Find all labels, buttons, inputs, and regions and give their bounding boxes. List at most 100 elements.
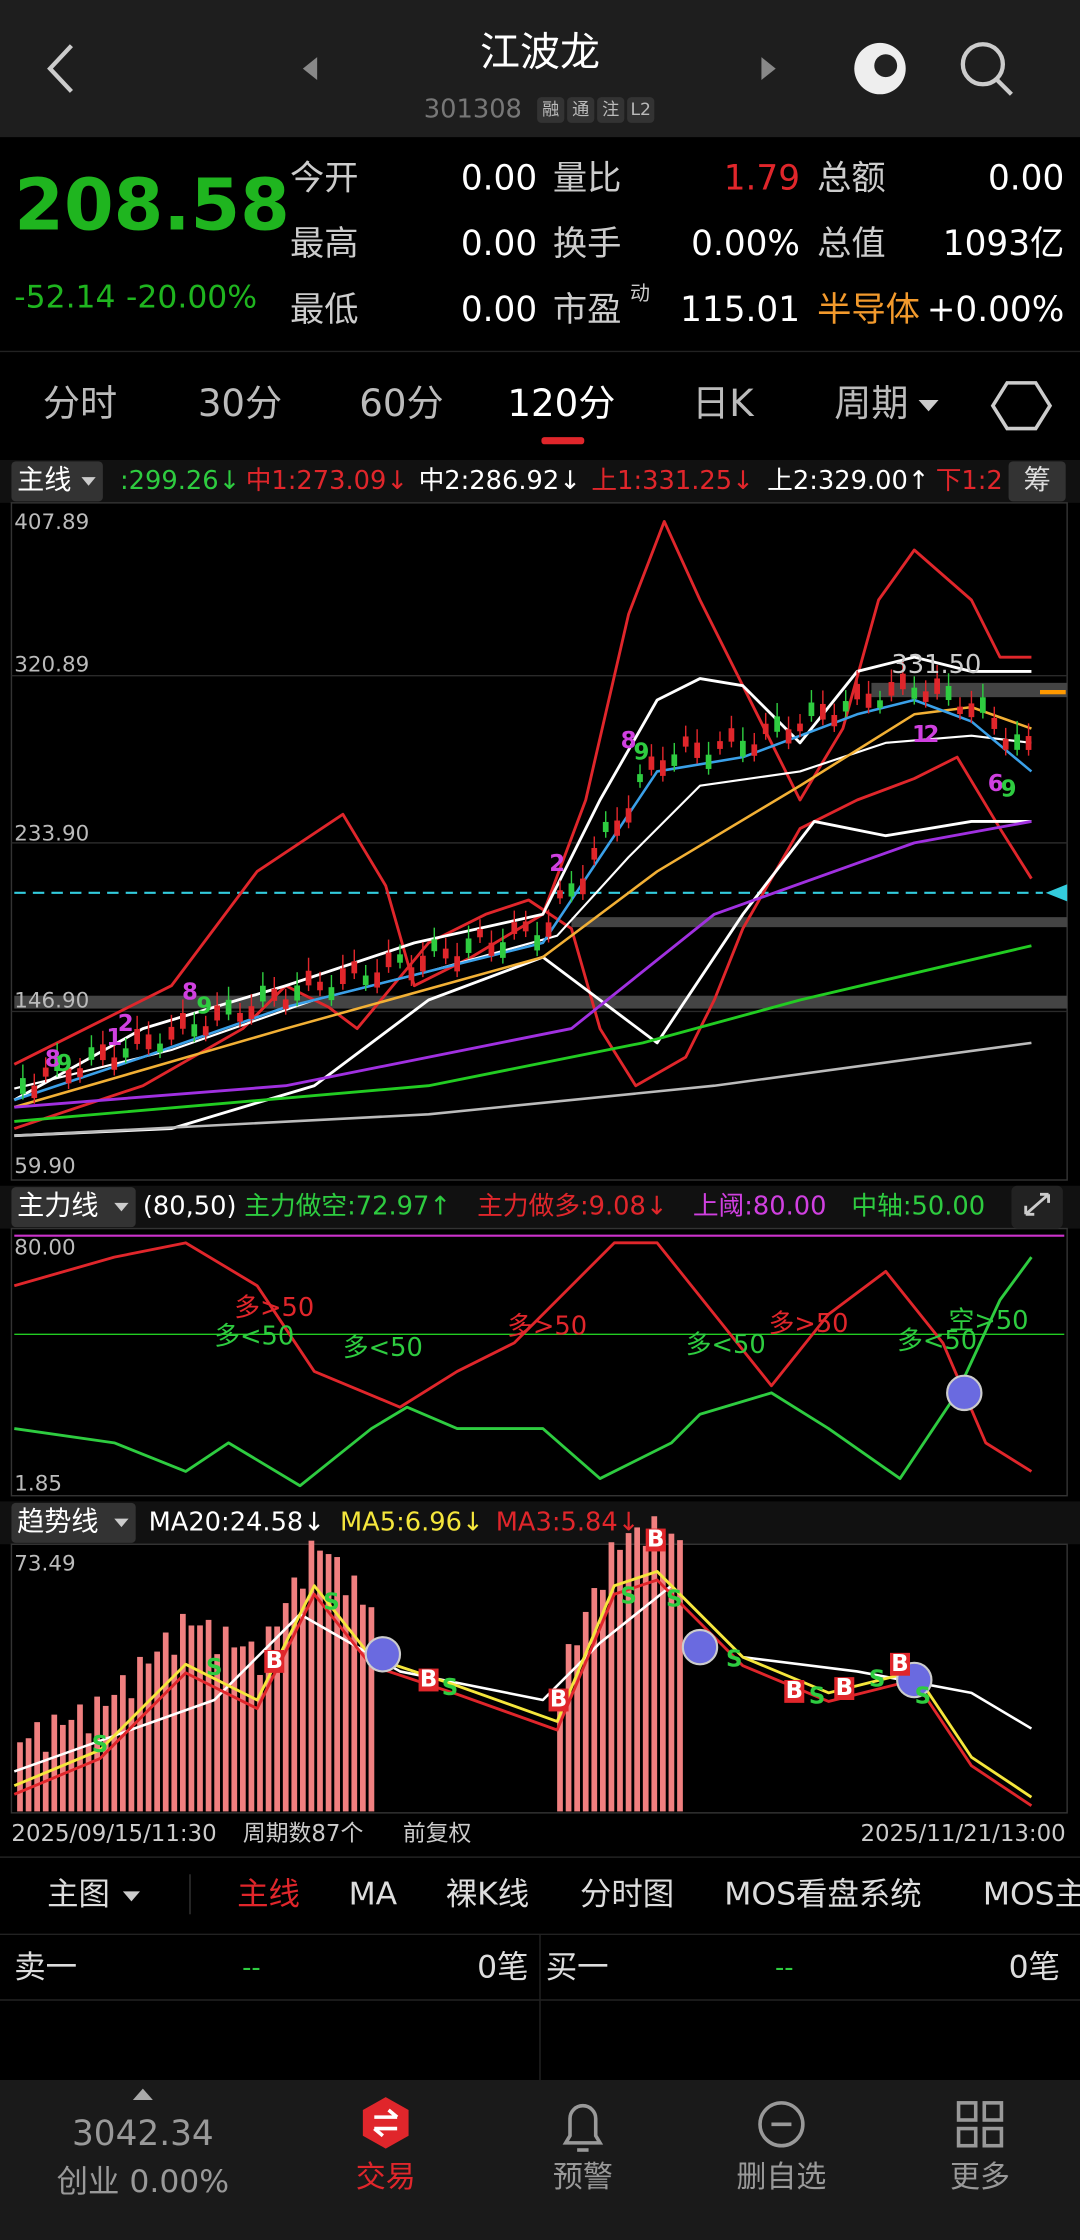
- badge-text: 注: [602, 100, 619, 120]
- volume-bar: [282, 1603, 289, 1812]
- signal-marker: 6: [988, 771, 1004, 797]
- candle: [202, 1026, 209, 1036]
- order-count: 0笔: [1009, 1950, 1060, 1986]
- settings-icon[interactable]: [990, 381, 1053, 431]
- tab[interactable]: 120分: [507, 382, 615, 425]
- next-stock[interactable]: [761, 57, 776, 80]
- alert-icon[interactable]: [562, 2103, 604, 2152]
- volume-bar: [205, 1619, 212, 1812]
- signal-marker: S: [726, 1646, 742, 1672]
- tab[interactable]: 60分: [359, 382, 443, 425]
- tab[interactable]: 周期: [834, 382, 908, 425]
- volume-bar: [582, 1611, 589, 1812]
- buy-badge: [418, 1668, 439, 1692]
- menu-item[interactable]: 主线: [237, 1877, 300, 1913]
- candle: [134, 1029, 140, 1044]
- candle: [42, 1067, 49, 1077]
- candle: [614, 820, 620, 836]
- indicator-bar: [0, 1501, 1080, 1545]
- signal-marker: S: [809, 1684, 825, 1710]
- chart-annotation: 多>50: [507, 1312, 587, 1342]
- ma-line: [14, 820, 1032, 1109]
- candle: [877, 700, 883, 708]
- candle: [157, 1043, 163, 1053]
- ma-line: [14, 944, 1032, 1123]
- candle: [854, 683, 860, 700]
- menu-item[interactable]: MOS看盘系统: [724, 1877, 921, 1913]
- selector[interactable]: [11, 1187, 136, 1228]
- prev-stock[interactable]: [302, 57, 318, 80]
- candle: [602, 821, 609, 833]
- volume-bar: [291, 1577, 298, 1812]
- selector[interactable]: [11, 461, 103, 502]
- field-label: 最高: [290, 224, 359, 264]
- candle: [351, 961, 358, 974]
- volume-bar: [68, 1719, 75, 1812]
- chip-button[interactable]: [1008, 461, 1066, 502]
- candle: [1002, 738, 1009, 750]
- main-chart-frame: [10, 502, 1068, 1181]
- signal-marker: 9: [1001, 777, 1017, 803]
- field-value: 1.79: [724, 159, 800, 199]
- field-label: 换手: [553, 224, 622, 264]
- nav-item[interactable]: 交易: [356, 2160, 416, 2195]
- candle: [397, 954, 403, 963]
- signal-marker: B: [836, 1675, 853, 1701]
- menu-item[interactable]: 分时图: [580, 1877, 674, 1913]
- expand-icon[interactable]: [1011, 1185, 1063, 1229]
- mid-line: [14, 734, 1032, 1090]
- candle: [260, 985, 266, 1002]
- volume-bar: [677, 1540, 683, 1812]
- nav-item[interactable]: 更多: [950, 2160, 1010, 2195]
- tab[interactable]: 日K: [692, 382, 755, 425]
- candle: [20, 1078, 26, 1094]
- field-label: 总值: [817, 224, 886, 264]
- back-button[interactable]: [47, 44, 73, 93]
- candle: [420, 955, 426, 972]
- trend-chart-frame: [10, 1543, 1068, 1814]
- chart-annotation: 多<50: [897, 1326, 977, 1356]
- menu-item[interactable]: MOS主: [983, 1877, 1080, 1913]
- volume-bar: [360, 1604, 366, 1812]
- nav-item[interactable]: 删自选: [736, 2160, 826, 2195]
- buy-badge: [784, 1680, 805, 1703]
- signal-marker: 9: [196, 994, 212, 1020]
- last-price: 208.58: [14, 164, 290, 247]
- candle: [237, 1012, 243, 1022]
- volume-bar: [111, 1694, 118, 1812]
- chart-decoration: [13, 520, 1033, 1812]
- menu-item[interactable]: 主图: [47, 1877, 110, 1913]
- indicator-value: 上1:331.25↓: [591, 466, 753, 496]
- candle: [888, 682, 895, 696]
- tab[interactable]: 30分: [198, 382, 282, 425]
- indicator-value: MA3:5.84↓: [496, 1507, 640, 1537]
- field-label: 市盈: [553, 290, 622, 330]
- candle: [625, 808, 632, 823]
- y-axis-label: 80.00: [14, 1236, 75, 1261]
- selector[interactable]: [11, 1502, 136, 1543]
- menu-item[interactable]: 裸K线: [446, 1877, 529, 1913]
- field-label: 半导体: [817, 290, 920, 330]
- lower-mid-band: [14, 820, 1032, 1138]
- remove-watch-icon[interactable]: [758, 2101, 805, 2148]
- volume-bar: [102, 1705, 109, 1812]
- candle: [682, 736, 689, 747]
- menu-item[interactable]: MA: [349, 1877, 398, 1913]
- tab[interactable]: 分时: [43, 382, 117, 425]
- signal-marker: 8: [621, 728, 637, 754]
- candle: [785, 729, 792, 744]
- trade-icon[interactable]: [362, 2097, 409, 2149]
- price-pointer: [1045, 884, 1068, 902]
- nav-item[interactable]: 预警: [553, 2160, 613, 2195]
- more-icon[interactable]: [956, 2101, 1004, 2148]
- badge: [537, 97, 565, 123]
- chart-annotation: 空>50: [949, 1306, 1029, 1336]
- mascot-icon[interactable]: [854, 42, 906, 95]
- order-side: 买一: [546, 1950, 609, 1986]
- volume-bar: [308, 1540, 315, 1812]
- candle: [317, 981, 323, 991]
- search-icon[interactable]: [960, 42, 1013, 96]
- field-label: 量比: [553, 159, 622, 199]
- signal-marker: B: [891, 1651, 908, 1677]
- volume-bar: [248, 1641, 255, 1812]
